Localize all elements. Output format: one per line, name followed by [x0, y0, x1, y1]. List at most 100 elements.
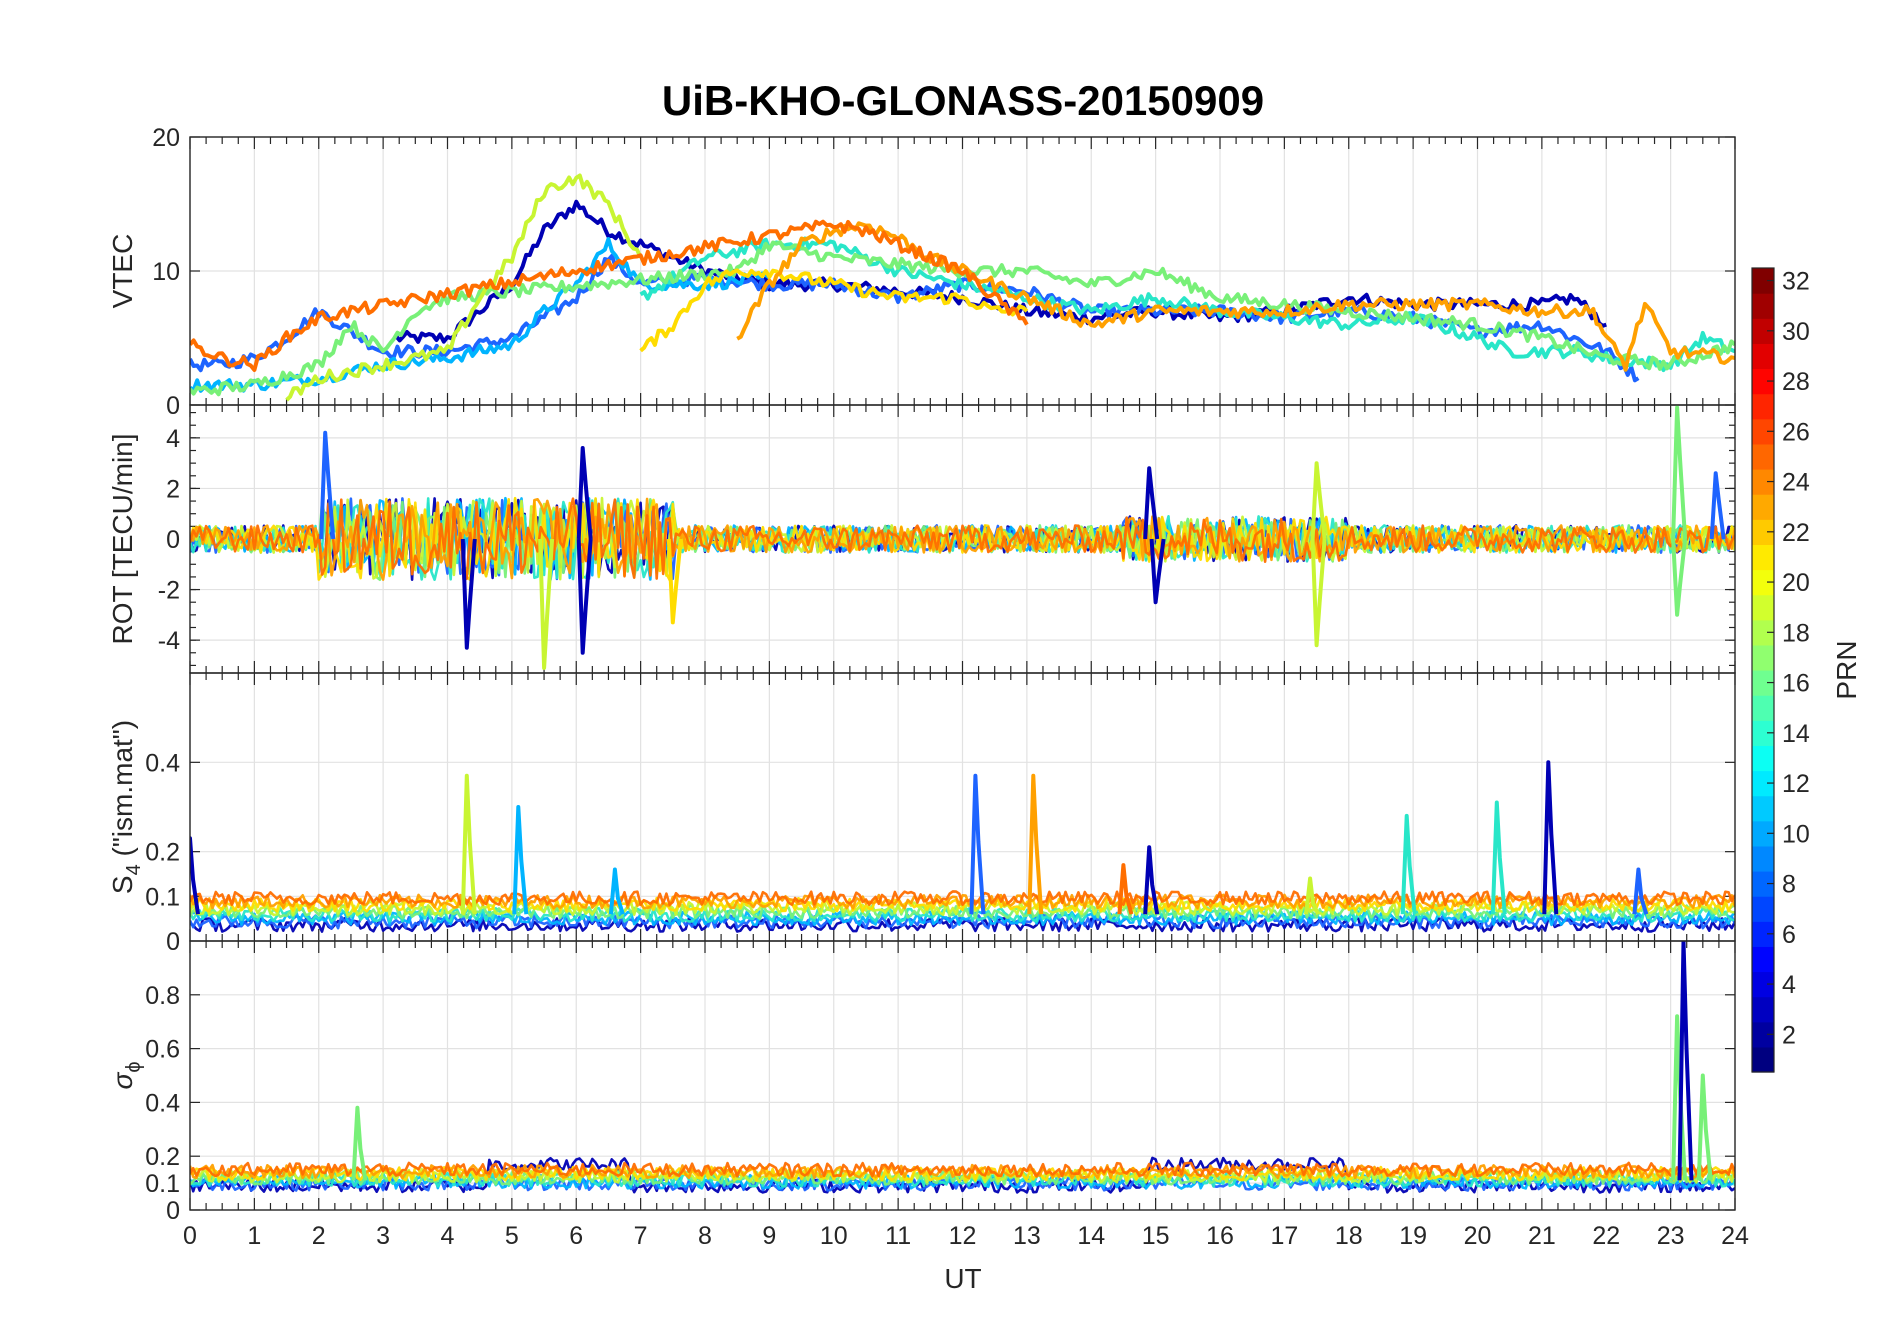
x-tick-label: 18	[1335, 1222, 1363, 1250]
series-spike	[666, 538, 683, 625]
colorbar-tick-label: 10	[1782, 820, 1810, 848]
colorbar-segment	[1752, 795, 1774, 822]
y-label-subscript: 4	[123, 864, 145, 875]
chart-title: UiB-KHO-GLONASS-20150909	[662, 77, 1264, 124]
series-trace	[190, 497, 1735, 581]
colorbar-segment	[1752, 820, 1774, 847]
colorbar-tick-label: 26	[1782, 418, 1810, 446]
series-spike	[460, 538, 477, 650]
colorbar-tick-label: 20	[1782, 569, 1810, 597]
x-tick-label: 10	[820, 1222, 848, 1250]
series-spike	[969, 773, 986, 915]
y-tick-label: 0.1	[145, 883, 180, 911]
series-spike	[576, 446, 593, 540]
colorbar-tick-label: 2	[1782, 1021, 1796, 1049]
colorbar-tick-label: 24	[1782, 469, 1810, 497]
colorbar-segment	[1752, 544, 1774, 571]
colorbar-segment	[1752, 494, 1774, 520]
y-label-subscript: ϕ	[123, 1061, 145, 1072]
x-tick-label: 24	[1721, 1222, 1749, 1250]
y-tick-label: 0.8	[145, 982, 180, 1010]
colorbar-segment	[1752, 644, 1774, 671]
colorbar-tick-label: 6	[1782, 921, 1796, 949]
colorbar-segment	[1752, 871, 1774, 897]
x-tick-label: 8	[698, 1222, 712, 1250]
plot-area-rot	[190, 405, 1735, 670]
series-spike	[1143, 845, 1160, 915]
colorbar-tick-label: 28	[1782, 368, 1810, 396]
plot-area-s4	[190, 760, 1735, 933]
series-line-prn	[639, 268, 1029, 353]
y-tick-label: -2	[158, 577, 180, 605]
y-label-rest: ("ism.mat")	[107, 720, 138, 864]
x-tick-label: 17	[1270, 1222, 1298, 1250]
series-spike	[1149, 538, 1166, 605]
series-line-prn	[285, 173, 643, 402]
colorbar-segment	[1752, 519, 1774, 545]
plot-area-sigma	[190, 941, 1735, 1194]
colorbar-segment	[1752, 619, 1774, 646]
colorbar-segment	[1752, 971, 1774, 998]
x-tick-label: 13	[1013, 1222, 1041, 1250]
colorbar-segment	[1752, 770, 1774, 797]
colorbar-segment	[1752, 393, 1774, 420]
x-tick-label: 21	[1528, 1222, 1556, 1250]
panel-rot: -4 -2 0 2 4 ROT [TECU/min]	[107, 404, 1736, 674]
x-tick-label: 6	[569, 1222, 583, 1250]
y-tick-label: 0.4	[145, 749, 180, 777]
colorbar-segment	[1752, 845, 1774, 872]
colorbar-tick-label: 14	[1782, 720, 1810, 748]
x-tick-label: 23	[1657, 1222, 1685, 1250]
x-tick-labels: 0 1 2 3 4 5 6 7 8 9 10 11 12 13 14 15 16 17 18 19 20 21 22 23 24	[183, 1222, 1749, 1250]
y-tick-label: 0	[166, 928, 180, 956]
series-spike	[1671, 538, 1688, 617]
series-trace	[190, 890, 1735, 907]
y-tick-label: 10	[152, 258, 180, 286]
y-tick-label: 4	[166, 425, 180, 453]
colorbar-segment	[1752, 670, 1774, 696]
colorbar-segment	[1752, 996, 1774, 1023]
series-spike	[512, 805, 529, 915]
series-trace	[190, 497, 1735, 581]
y-tick-label: 0.2	[145, 839, 180, 867]
panel-s4: 0.10.20.4S4 ("ism.mat")	[107, 672, 1736, 942]
colorbar-frame	[1751, 267, 1775, 1073]
y-axis-label: VTEC	[107, 234, 138, 309]
series-trace	[190, 893, 1735, 910]
y-tick-label: 0.1	[145, 1170, 180, 1198]
colorbar-segment	[1752, 1021, 1774, 1048]
colorbar-segment	[1752, 594, 1774, 621]
colorbar-tick-label: 18	[1782, 619, 1810, 647]
series-spike	[538, 538, 555, 670]
x-tick-label: 14	[1077, 1222, 1105, 1250]
colorbar-segment	[1752, 268, 1774, 294]
x-tick-label: 0	[183, 1222, 197, 1250]
series-spike	[1542, 760, 1559, 915]
series-line-prn	[190, 219, 1029, 372]
x-axis-label: UT	[944, 1263, 981, 1294]
colorbar-segment	[1752, 921, 1774, 947]
colorbar-tick-label: 16	[1782, 670, 1810, 698]
x-tick-label: 20	[1464, 1222, 1492, 1250]
colorbar-segment	[1752, 443, 1774, 470]
series-trace	[190, 1171, 1735, 1188]
colorbar-segment	[1752, 720, 1774, 746]
series-spike	[190, 836, 200, 915]
series-spike	[1117, 863, 1134, 915]
y-tick-label: 0	[166, 392, 180, 420]
series-spike	[1671, 405, 1688, 540]
x-tick-label: 19	[1399, 1222, 1427, 1250]
series-spike	[1696, 1073, 1713, 1181]
series-spike	[576, 538, 593, 655]
colorbar-segment	[1752, 569, 1774, 596]
colorbar-segment	[1752, 293, 1774, 319]
series-spike	[1304, 876, 1320, 916]
series-spike	[319, 430, 336, 540]
x-tick-label: 7	[634, 1222, 648, 1250]
x-tick-label: 3	[376, 1222, 390, 1250]
y-tick-label: -4	[158, 627, 180, 655]
colorbar-segment	[1752, 469, 1774, 495]
